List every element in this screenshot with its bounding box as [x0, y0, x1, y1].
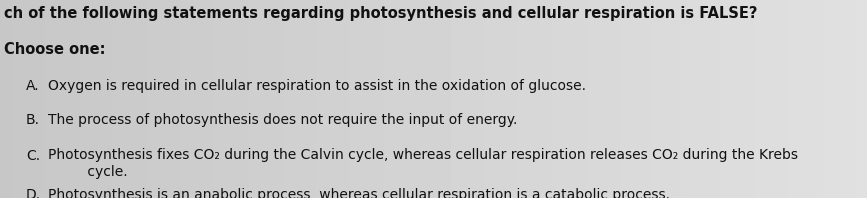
Text: Photosynthesis fixes CO₂ during the Calvin cycle, whereas cellular respiration r: Photosynthesis fixes CO₂ during the Calv… [48, 148, 798, 179]
Text: The process of photosynthesis does not require the input of energy.: The process of photosynthesis does not r… [48, 113, 517, 127]
Text: D.: D. [26, 188, 41, 198]
Text: B.: B. [26, 113, 40, 127]
Text: Choose one:: Choose one: [4, 42, 106, 57]
Text: A.: A. [26, 79, 40, 93]
Text: Photosynthesis is an anabolic process, whereas cellular respiration is a catabol: Photosynthesis is an anabolic process, w… [48, 188, 669, 198]
Text: Oxygen is required in cellular respiration to assist in the oxidation of glucose: Oxygen is required in cellular respirati… [48, 79, 586, 93]
Text: C.: C. [26, 148, 40, 163]
Text: ch of the following statements regarding photosynthesis and cellular respiration: ch of the following statements regarding… [4, 6, 758, 21]
